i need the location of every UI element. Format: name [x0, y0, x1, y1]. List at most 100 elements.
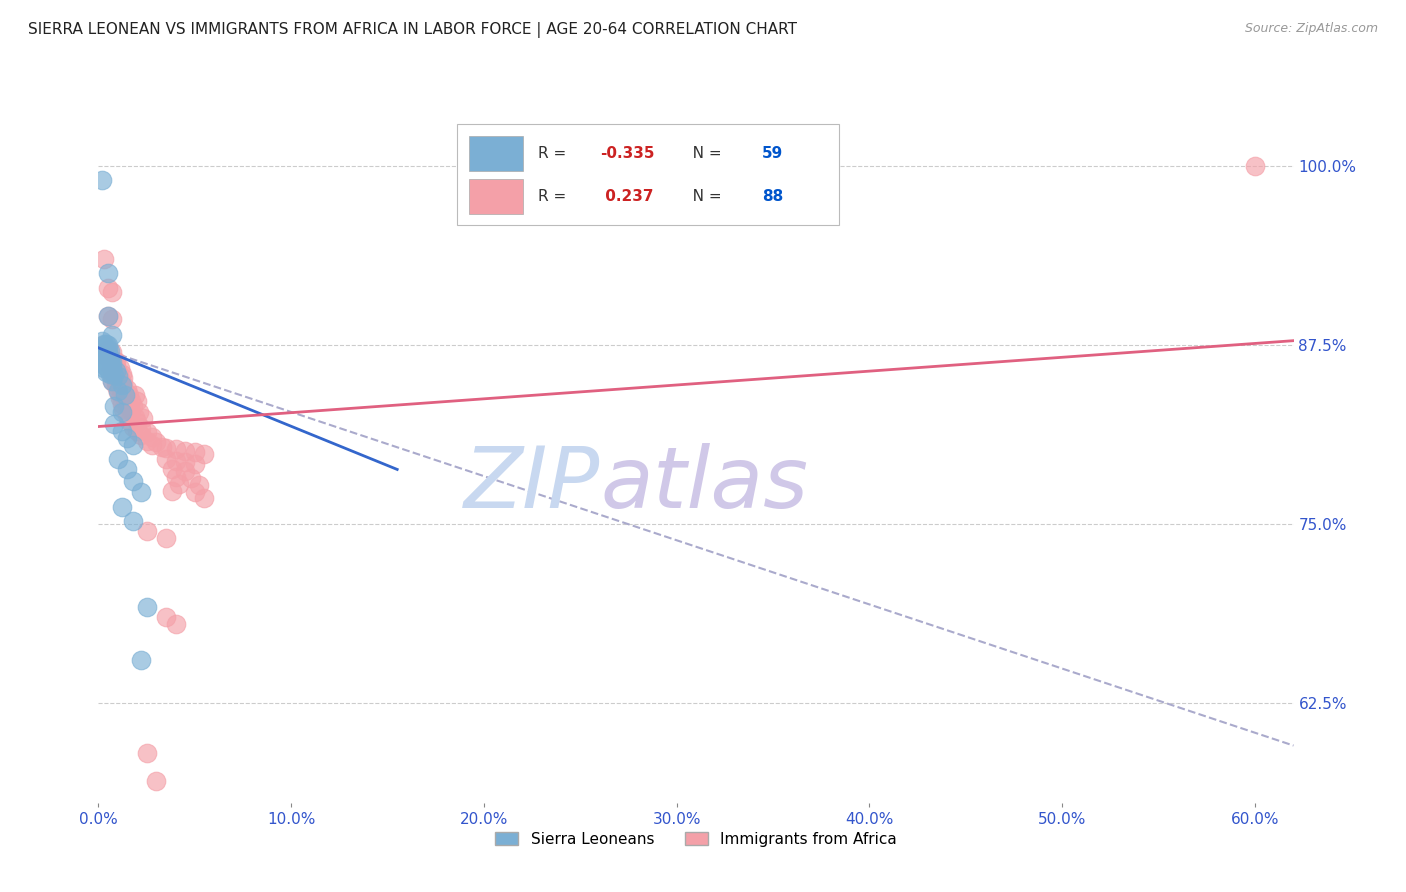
Point [94, 352, 117, 367]
Point [120, 393, 142, 408]
Point [94, 357, 117, 371]
Point [103, 400, 125, 414]
Point [122, 438, 145, 452]
Point [101, 359, 124, 374]
Point [135, 599, 157, 614]
Point [101, 374, 124, 388]
Point [94, 336, 117, 351]
Point [94, 359, 117, 374]
Point [97, 281, 120, 295]
Point [93, 348, 115, 362]
Point [104, 375, 127, 389]
Point [150, 440, 173, 454]
Point [117, 462, 139, 476]
Point [128, 405, 150, 419]
Point [101, 362, 124, 376]
Point [93, 341, 115, 355]
Point [122, 474, 145, 488]
Point [93, 338, 115, 352]
Point [165, 454, 187, 468]
Point [93, 350, 115, 364]
Text: atlas: atlas [600, 443, 808, 526]
Point [97, 310, 120, 324]
Point [112, 382, 135, 396]
Point [97, 348, 120, 362]
Point [135, 524, 157, 538]
Point [98, 360, 121, 375]
Point [91, 346, 114, 360]
Point [91, 352, 114, 367]
Point [108, 371, 131, 385]
Point [112, 402, 135, 417]
Point [125, 424, 148, 438]
Point [94, 350, 117, 364]
Point [94, 343, 117, 357]
Point [94, 348, 117, 362]
Point [101, 355, 124, 369]
Point [93, 353, 115, 368]
Point [97, 343, 120, 357]
Point [155, 609, 177, 624]
Point [93, 358, 115, 372]
Point [184, 485, 207, 500]
Point [107, 369, 129, 384]
Point [135, 746, 157, 760]
Point [103, 368, 125, 382]
Point [108, 376, 131, 391]
Point [1244, 159, 1267, 173]
Point [117, 398, 139, 412]
Point [108, 391, 131, 405]
Point [129, 421, 152, 435]
Text: 88: 88 [762, 189, 783, 204]
Point [117, 431, 139, 445]
Point [165, 442, 187, 457]
Point [93, 346, 115, 360]
Point [180, 471, 202, 485]
Point [125, 415, 148, 429]
Point [124, 409, 146, 424]
Point [101, 285, 124, 299]
Text: N =: N = [678, 145, 727, 161]
Point [101, 312, 124, 326]
Point [108, 381, 131, 395]
Point [110, 405, 132, 419]
Point [110, 378, 132, 392]
Point [165, 617, 187, 632]
Point [97, 343, 120, 358]
Point [98, 364, 121, 378]
Point [160, 462, 183, 476]
Point [145, 774, 167, 789]
Point [155, 452, 177, 467]
FancyBboxPatch shape [470, 179, 523, 214]
Point [103, 417, 125, 431]
Point [93, 336, 115, 351]
Text: ZIP: ZIP [464, 443, 600, 526]
Point [135, 434, 157, 448]
Point [184, 445, 207, 459]
Point [98, 351, 121, 365]
Point [124, 388, 146, 402]
Point [97, 310, 120, 324]
Point [104, 353, 127, 368]
Point [97, 355, 120, 369]
Point [125, 393, 148, 408]
Text: R =: R = [538, 145, 571, 161]
Point [97, 338, 120, 352]
Point [110, 396, 132, 410]
Point [101, 345, 124, 359]
Point [174, 464, 197, 478]
Point [122, 419, 145, 434]
Point [104, 364, 127, 378]
Point [110, 500, 132, 514]
Text: N =: N = [678, 189, 727, 204]
Point [107, 385, 129, 400]
Point [98, 357, 121, 371]
Point [104, 379, 127, 393]
Point [160, 483, 183, 498]
Text: 59: 59 [762, 145, 783, 161]
Point [169, 476, 191, 491]
Point [187, 478, 209, 492]
Point [122, 400, 145, 414]
Point [104, 359, 127, 374]
Point [101, 352, 124, 367]
